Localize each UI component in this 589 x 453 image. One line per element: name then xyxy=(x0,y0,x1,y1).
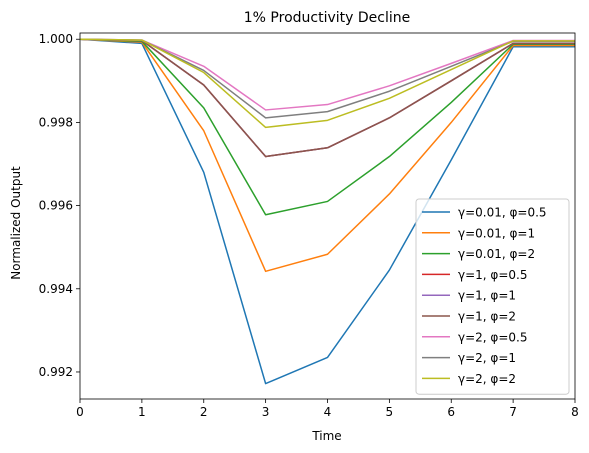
x-tick-label: 5 xyxy=(386,405,394,419)
series-line-3 xyxy=(79,38,575,216)
y-tick-label: 0.996 xyxy=(39,199,73,213)
legend-box xyxy=(415,198,570,395)
x-axis-label: Time xyxy=(311,429,341,443)
series-line-9 xyxy=(79,38,575,129)
legend-entry: γ=0.01, φ=2 xyxy=(458,247,535,261)
y-tick-label: 0.998 xyxy=(39,115,73,129)
x-tick-label: 6 xyxy=(447,405,455,419)
x-tick-label: 3 xyxy=(262,405,270,419)
x-tick-label: 4 xyxy=(324,405,332,419)
chart-title: 1% Productivity Decline xyxy=(244,10,410,26)
axes-layer: 0 1 2 3 4 5 6 7 8 0.992 0.994 0.996 0.998 1.000 xyxy=(39,32,579,419)
legend-entry: γ=1, φ=0.5 xyxy=(458,268,527,282)
legend: γ=0.01, φ=0.5 γ=0.01, φ=1 γ=0.01, φ=2 γ=1, … xyxy=(415,198,570,395)
legend-entry: γ=0.01, φ=1 xyxy=(458,226,535,240)
series-line-1 xyxy=(79,38,575,385)
x-tick-label: 7 xyxy=(509,405,517,419)
legend-entry: γ=2, φ=0.5 xyxy=(458,330,527,344)
y-tick-label: 1.000 xyxy=(39,32,73,46)
y-axis-label: Normalized Output xyxy=(9,166,23,280)
legend-entry: γ=2, φ=1 xyxy=(458,351,516,365)
legend-entry: γ=1, φ=1 xyxy=(458,289,516,303)
x-tick-label: 1 xyxy=(138,405,146,419)
x-tick-label: 8 xyxy=(571,405,579,419)
series-layer xyxy=(79,38,575,385)
legend-entry: γ=0.01, φ=0.5 xyxy=(458,206,547,220)
legend-entry: γ=2, φ=2 xyxy=(458,372,516,386)
series-line-6 xyxy=(79,38,575,158)
x-tick-label: 0 xyxy=(76,405,84,419)
y-tick-label: 0.992 xyxy=(39,365,73,379)
y-tick-label: 0.994 xyxy=(39,282,73,296)
legend-entry: γ=1, φ=2 xyxy=(458,310,516,324)
x-tick-label: 2 xyxy=(200,405,208,419)
series-line-2 xyxy=(79,38,575,273)
series-line-7 xyxy=(79,38,575,111)
